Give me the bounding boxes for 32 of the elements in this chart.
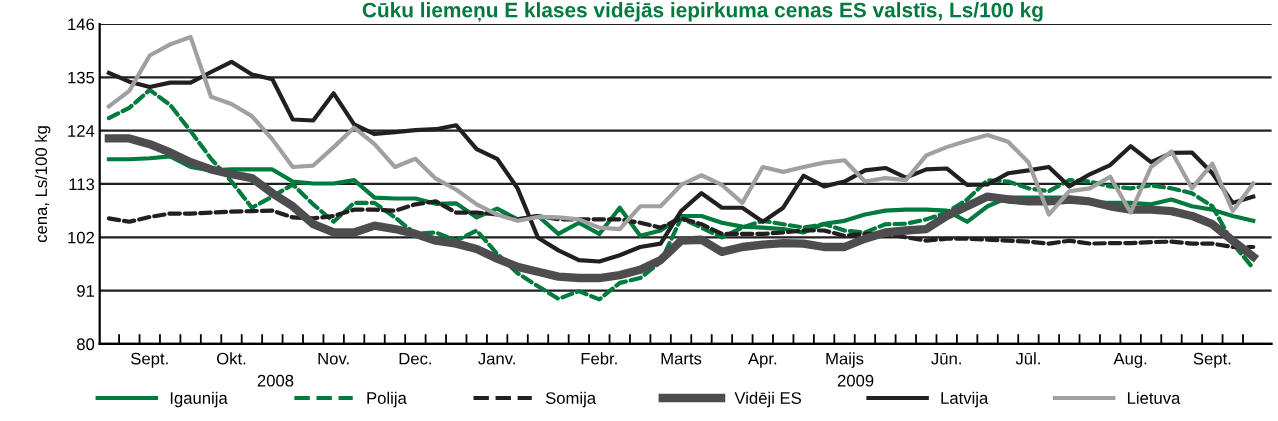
- x-tick-label: Apr.: [748, 352, 777, 368]
- y-tick-label: 146: [68, 18, 95, 31]
- x-tick-label: Jūn.: [931, 352, 961, 365]
- y-tick-label: 113: [69, 178, 95, 191]
- chart-title: Cūku liemeņu E klases vidējās iepirkuma cenas ES valstīs, Ls/100 kg: [362, 2, 1043, 22]
- y-tick-label: 135: [68, 71, 95, 84]
- line-series: [106, 87, 1256, 302]
- legend-label: Vidēji ES: [734, 391, 801, 408]
- text: 2008: [257, 374, 294, 387]
- x-tick-label: Sept.: [131, 352, 168, 368]
- x-tick-label: Dec.: [399, 352, 432, 365]
- y-tick-label: 91: [77, 285, 95, 297]
- x-tick-label: Janv.: [478, 352, 515, 365]
- x-tick-label: Okt.: [217, 352, 246, 365]
- y-tick-label: 80: [77, 338, 95, 351]
- text: 2009: [837, 374, 874, 387]
- line-series: [106, 35, 1256, 232]
- x-tick-label: Maijs: [826, 352, 864, 368]
- y-tick-label: 124: [68, 125, 95, 137]
- y-axis-title: cena, Ls/100 kg: [34, 126, 51, 243]
- x-tick-label: Jūl.: [1015, 352, 1040, 365]
- x-tick-label: Aug.: [1113, 352, 1147, 368]
- x-tick-label: Sept.: [1193, 352, 1231, 368]
- legend-label: Igaunija: [170, 391, 228, 408]
- legend-label: Latvija: [941, 391, 989, 408]
- x-tick-label: Nov.: [318, 352, 349, 365]
- y-tick-label: 102: [68, 231, 94, 244]
- x-tick-label: Febr.: [581, 352, 617, 365]
- legend-label: Lietuva: [1127, 391, 1181, 404]
- legend-label: Somija: [545, 391, 597, 408]
- legend-label: Polija: [367, 391, 407, 408]
- x-tick-label: Marts: [661, 352, 702, 365]
